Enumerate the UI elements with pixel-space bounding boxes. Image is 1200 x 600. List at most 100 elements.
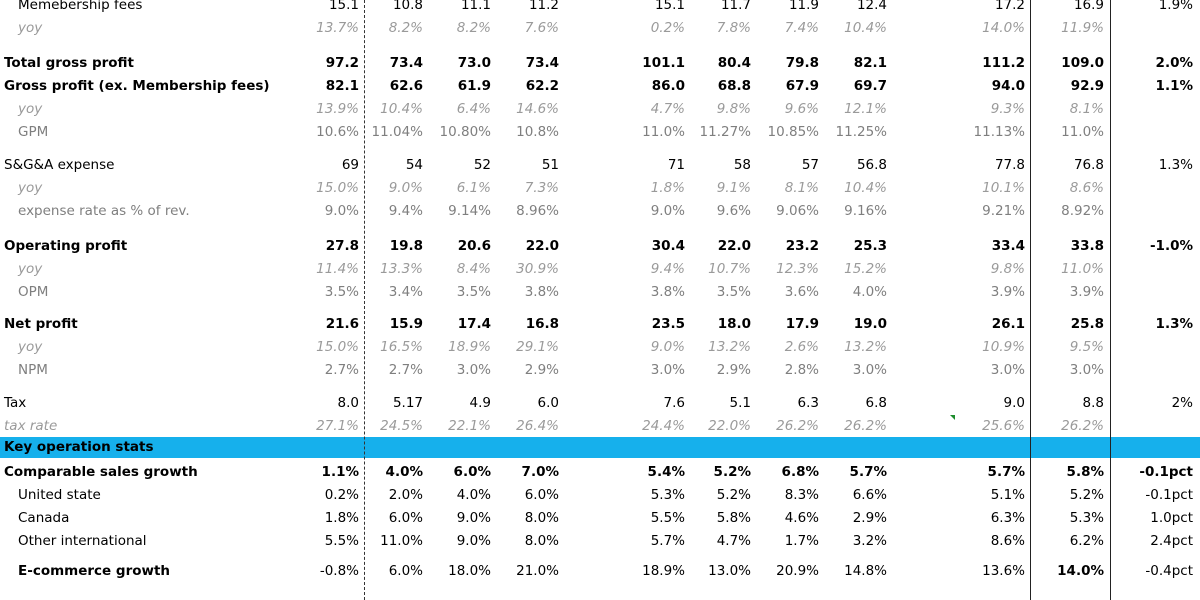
value-cell: 6.8 <box>865 395 887 411</box>
value-cell: 3.0% <box>650 362 685 378</box>
value-cell: 5.7% <box>650 533 685 549</box>
value-cell: 62.6 <box>389 78 423 94</box>
row-label: Gross profit (ex. Membership fees) <box>4 78 270 94</box>
value-cell: 10.8 <box>392 0 423 13</box>
value-cell: 11.4% <box>316 261 359 277</box>
value-cell: 14.6% <box>516 101 559 117</box>
value-cell: 14.8% <box>844 563 887 579</box>
value-cell: 10.9% <box>982 339 1025 355</box>
value-cell: 6.0% <box>388 563 423 579</box>
value-cell: 6.0 <box>537 395 559 411</box>
value-cell: 3.0% <box>456 362 491 378</box>
value-cell: 6.8% <box>781 464 819 480</box>
value-cell: 13.3% <box>380 261 423 277</box>
value-cell: 12.4 <box>856 0 887 13</box>
value-cell: 76.8 <box>1073 157 1104 173</box>
value-cell: 6.6% <box>852 487 887 503</box>
value-cell: 11.9% <box>1061 20 1104 36</box>
value-cell: 8.6% <box>1069 180 1104 196</box>
value-cell: 6.0% <box>388 510 423 526</box>
value-cell: 15.2% <box>844 261 887 277</box>
value-cell: 23.2 <box>785 238 819 254</box>
value-cell: 8.1% <box>1069 101 1104 117</box>
table-row: yoy 11.4% 13.3% 8.4% 30.9% 9.4% 10.7% 12.3% 15.2… <box>0 258 1200 281</box>
value-cell: 68.8 <box>717 78 751 94</box>
value-cell: 1.1% <box>321 464 359 480</box>
section-header: Key operation stats <box>0 437 1200 458</box>
value-cell: 109.0 <box>1061 55 1104 71</box>
value-cell: 22.0 <box>717 238 751 254</box>
table-row: expense rate as % of rev. 9.0% 9.4% 9.14% 8.… <box>0 200 1200 223</box>
value-cell: -0.4pct <box>1145 563 1193 579</box>
value-cell: 2.4pct <box>1150 533 1193 549</box>
row-label: OPM <box>18 284 49 300</box>
value-cell: 1.9% <box>1158 0 1193 13</box>
value-cell: 69 <box>341 157 359 173</box>
value-cell: 9.0% <box>456 510 491 526</box>
value-cell: 2.9% <box>852 510 887 526</box>
value-cell: 3.5% <box>716 284 751 300</box>
value-cell: 2.7% <box>388 362 423 378</box>
table-row: E-commerce growth -0.8% 6.0% 18.0% 21.0% 18.9… <box>0 560 1200 583</box>
value-cell: 13.2% <box>708 339 751 355</box>
table-row: Canada 1.8% 6.0% 9.0% 8.0% 5.5% 5.8% 4.6% 2.9% 6.… <box>0 507 1200 530</box>
value-cell: 1.3% <box>1155 316 1193 332</box>
value-cell: 13.9% <box>316 101 359 117</box>
row-label: Tax <box>4 395 27 411</box>
value-cell: 12.1% <box>844 101 887 117</box>
row-label: yoy <box>18 180 43 196</box>
value-cell <box>1112 177 1196 200</box>
value-cell: 26.2% <box>776 418 819 434</box>
value-cell: 11.1 <box>460 0 491 13</box>
value-cell: 8.0 <box>337 395 359 411</box>
row-label: expense rate as % of rev. <box>18 203 190 219</box>
table-row: Net profit 21.6 15.9 17.4 16.8 23.5 18.0 17.9 19… <box>0 313 1200 336</box>
row-label: GPM <box>18 124 49 140</box>
value-cell: 7.3% <box>524 180 559 196</box>
value-cell: 13.0% <box>708 563 751 579</box>
value-cell: 5.4% <box>647 464 685 480</box>
value-cell: 4.7% <box>650 101 685 117</box>
column-divider <box>1030 0 1031 600</box>
value-cell: 16.9 <box>1073 0 1104 13</box>
value-cell: 5.17 <box>392 395 423 411</box>
value-cell: 3.8% <box>524 284 559 300</box>
value-cell: 6.2% <box>1069 533 1104 549</box>
row-label: United state <box>18 487 101 503</box>
value-cell: 9.14% <box>448 203 491 219</box>
value-cell: 11.9 <box>788 0 819 13</box>
value-cell: 7.6% <box>524 20 559 36</box>
value-cell: 54 <box>405 157 423 173</box>
value-cell: 19.8 <box>389 238 423 254</box>
value-cell: 2.0% <box>1155 55 1193 71</box>
value-cell: 9.6% <box>716 203 751 219</box>
table-row: yoy 15.0% 16.5% 18.9% 29.1% 9.0% 13.2% 2.6% 13.2… <box>0 336 1200 359</box>
value-cell: 10.1% <box>982 180 1025 196</box>
value-cell: 18.0 <box>717 316 751 332</box>
value-cell: 9.0% <box>388 180 423 196</box>
value-cell: -0.1pct <box>1139 464 1193 480</box>
row-label: Canada <box>18 510 70 526</box>
table-row: GPM 10.6% 11.04% 10.80% 10.8% 11.0% 11.27% 10.8… <box>0 121 1200 144</box>
value-cell: 62.2 <box>525 78 559 94</box>
value-cell: 8.4% <box>456 261 491 277</box>
value-cell: 5.5% <box>324 533 359 549</box>
table-row: OPM 3.5% 3.4% 3.5% 3.8% 3.8% 3.5% 3.6% 4.0% 3.9% 3… <box>0 281 1200 304</box>
value-cell: 22.1% <box>448 418 491 434</box>
value-cell: 6.0% <box>524 487 559 503</box>
value-cell: 51 <box>541 157 559 173</box>
value-cell: 8.92% <box>1061 203 1104 219</box>
row-label: yoy <box>18 101 43 117</box>
value-cell: 13.2% <box>844 339 887 355</box>
value-cell: 5.2% <box>716 487 751 503</box>
row-label: Comparable sales growth <box>4 464 198 480</box>
value-cell: 4.7% <box>716 533 751 549</box>
value-cell: 73.0 <box>457 55 491 71</box>
value-cell: 20.6 <box>457 238 491 254</box>
value-cell: 11.0% <box>642 124 685 140</box>
value-cell: 92.9 <box>1070 78 1104 94</box>
row-label: NPM <box>18 362 48 378</box>
value-cell: 27.8 <box>325 238 359 254</box>
value-cell: 26.2% <box>1061 418 1104 434</box>
